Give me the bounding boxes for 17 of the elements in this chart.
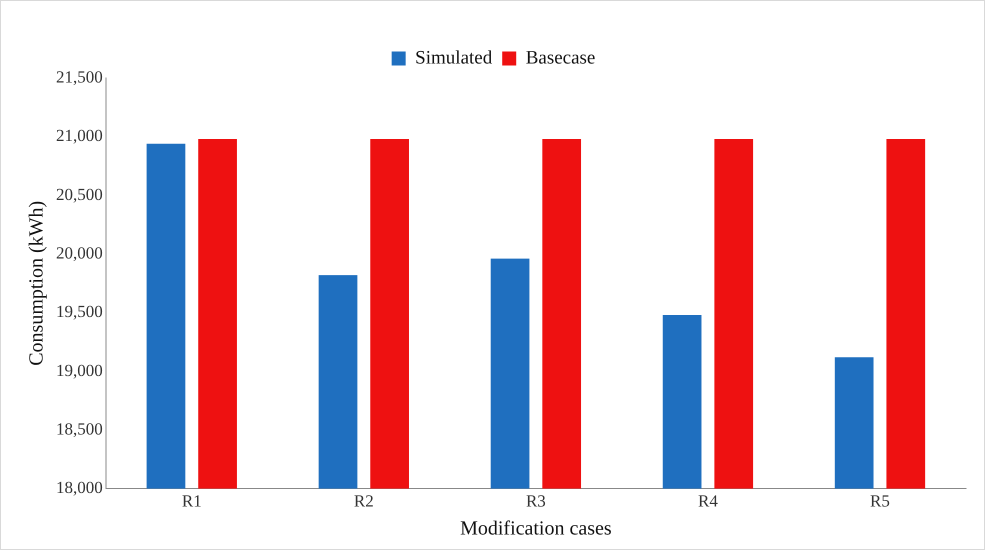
x-tick-label: R2 [354, 491, 374, 510]
x-axis-title: Modification cases [460, 517, 612, 540]
y-tick-label: 18,500 [56, 419, 103, 438]
y-tick-label: 21,000 [56, 126, 103, 146]
y-tick-label: 20,500 [56, 184, 103, 204]
legend-label: Simulated [415, 47, 493, 68]
x-tick-label: R5 [870, 491, 890, 510]
x-tick-label: R4 [698, 491, 718, 510]
legend-label: Basecase [526, 47, 596, 68]
x-tick-label: R1 [182, 491, 202, 510]
y-tick-label: 18,000 [56, 478, 103, 498]
x-tick-label: R3 [526, 491, 546, 510]
y-axis-title: Consumption (kWh) [25, 200, 48, 366]
y-tick-label: 20,000 [56, 243, 103, 262]
y-tick-label: 19,000 [56, 360, 103, 380]
y-tick-label: 21,500 [56, 67, 103, 86]
y-tick-label: 19,500 [56, 302, 103, 322]
